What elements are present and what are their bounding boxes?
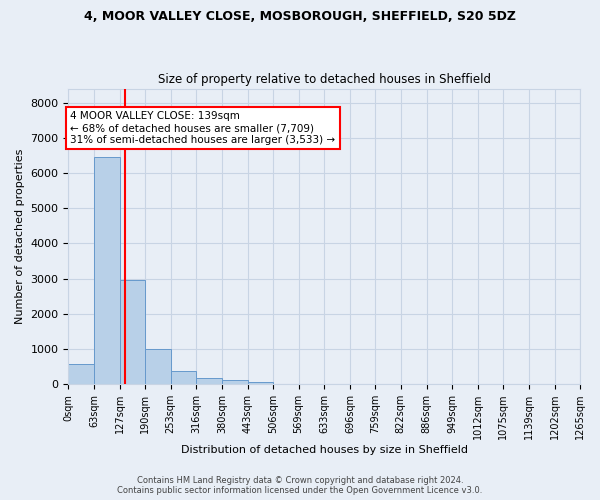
Y-axis label: Number of detached properties: Number of detached properties	[15, 148, 25, 324]
X-axis label: Distribution of detached houses by size in Sheffield: Distribution of detached houses by size …	[181, 445, 468, 455]
Title: Size of property relative to detached houses in Sheffield: Size of property relative to detached ho…	[158, 73, 491, 86]
Text: Contains HM Land Registry data © Crown copyright and database right 2024.
Contai: Contains HM Land Registry data © Crown c…	[118, 476, 482, 495]
Text: 4, MOOR VALLEY CLOSE, MOSBOROUGH, SHEFFIELD, S20 5DZ: 4, MOOR VALLEY CLOSE, MOSBOROUGH, SHEFFI…	[84, 10, 516, 23]
Bar	[222, 380, 248, 384]
Bar	[94, 157, 120, 384]
Bar	[196, 378, 222, 384]
Bar	[171, 371, 196, 384]
Text: 4 MOOR VALLEY CLOSE: 139sqm
← 68% of detached houses are smaller (7,709)
31% of : 4 MOOR VALLEY CLOSE: 139sqm ← 68% of det…	[70, 112, 335, 144]
Bar	[248, 382, 273, 384]
Bar	[120, 280, 145, 384]
Bar	[68, 364, 94, 384]
Bar	[145, 349, 171, 384]
